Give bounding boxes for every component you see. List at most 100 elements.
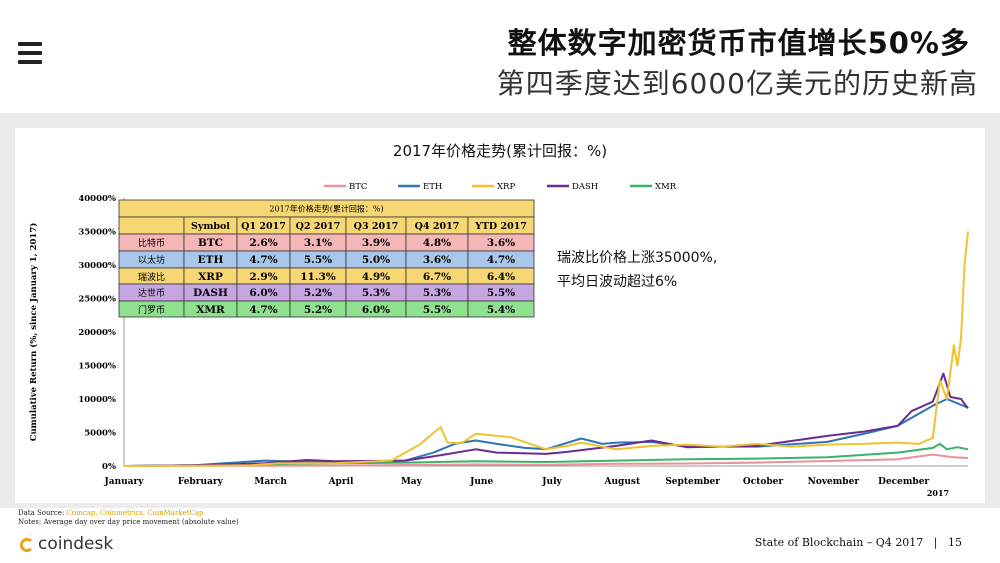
- series-line-btc: [123, 453, 969, 467]
- table-header-label: Q2 2017: [296, 221, 341, 232]
- table-cell-value: 11.3%: [300, 271, 336, 283]
- series-line-dash: [123, 372, 969, 467]
- series-line-xmr: [123, 442, 969, 467]
- table-cell: [467, 300, 535, 318]
- table-cell-value: 4.8%: [423, 237, 451, 249]
- table-cell-value: 4.7%: [487, 254, 515, 266]
- brand-name: coindesk: [38, 534, 114, 554]
- table-cell-value: 3.9%: [362, 237, 390, 249]
- table-row-name: 达世币: [138, 287, 165, 299]
- y-tick-label: 35000%: [78, 228, 116, 238]
- x-tick-label: July: [541, 477, 562, 487]
- x-tick-label: September: [665, 477, 720, 487]
- x-axis: January February March April May June July Augu…: [104, 465, 968, 498]
- table-cell-value: 5.0%: [362, 254, 390, 266]
- table-header-label: Q3 2017: [354, 221, 399, 232]
- coindesk-icon: [20, 538, 34, 552]
- chart-series: [123, 231, 969, 467]
- table-cell-value: 5.5%: [304, 254, 332, 266]
- legend-label-dash: DASH: [572, 182, 598, 192]
- table-cell-value: 2.9%: [249, 271, 277, 283]
- table-cell-value: 4.7%: [249, 304, 277, 316]
- table-cell-value: 3.6%: [423, 254, 451, 266]
- x-axis-year: 2017: [927, 488, 949, 498]
- series-line-xrp: [123, 231, 969, 467]
- table-header-cell: [118, 216, 185, 235]
- table-header-label: YTD 2017: [474, 221, 527, 232]
- table-cell-value: 5.5%: [423, 304, 451, 316]
- page-subtitle: 第四季度达到6000亿美元的历史新高: [496, 67, 978, 100]
- table-cell-value: 4.7%: [249, 254, 277, 266]
- table-cell-value: 5.3%: [423, 287, 451, 299]
- table-row-symbol: XMR: [196, 304, 225, 316]
- annotation-line1: 瑞波比价格上涨35000%,: [557, 250, 717, 266]
- table-title: 2017年价格走势(累计回报：%): [269, 204, 383, 214]
- table-row-name: 比特币: [138, 237, 165, 249]
- table-cell-value: 6.0%: [362, 304, 390, 316]
- x-tick-label: August: [604, 477, 641, 487]
- y-tick-label: 5000%: [84, 429, 116, 439]
- annotation-line2: 平均日波动超过6%: [557, 274, 677, 290]
- menu-icon[interactable]: [18, 42, 42, 69]
- table-row-name: 门罗币: [138, 304, 165, 316]
- x-tick-label: May: [401, 477, 423, 487]
- table-row-symbol: BTC: [198, 237, 223, 249]
- x-tick-label: October: [743, 477, 783, 487]
- y-tick-label: 15000%: [78, 362, 116, 372]
- table-cell-value: 6.0%: [249, 287, 277, 299]
- page-number: 15: [948, 536, 962, 549]
- table-cell-value: 5.3%: [362, 287, 390, 299]
- y-tick-label: 0%: [102, 462, 116, 472]
- table-cell-value: 5.2%: [304, 287, 332, 299]
- x-tick-label: January: [104, 477, 145, 487]
- header-bar: 整体数字加密货币市值增长50%多 第四季度达到6000亿美元的历史新高: [0, 0, 1000, 113]
- table-row-name: 瑞波比: [138, 271, 165, 283]
- table-row-name: 以太坊: [138, 254, 165, 266]
- table-cell-value: 2.6%: [249, 237, 277, 249]
- y-tick-label: 40000%: [78, 194, 116, 204]
- data-source-links[interactable]: Coincap, Coinmetrics, CoinMarketCap: [66, 509, 204, 517]
- table-cell-value: 6.4%: [487, 271, 515, 283]
- footer: [0, 508, 1000, 563]
- x-tick-label: December: [878, 477, 929, 487]
- x-tick-label: March: [254, 477, 287, 487]
- x-tick-label: November: [808, 477, 860, 487]
- legend-label-xrp: XRP: [497, 182, 515, 192]
- y-tick-label: 20000%: [78, 328, 116, 338]
- chart-legend: BTC ETH XRP DASH XMR: [324, 182, 677, 192]
- table-cell-value: 5.5%: [487, 287, 515, 299]
- data-source: Data Source: Coincap, Coinmetrics, CoinM…: [18, 509, 204, 517]
- table-cell-value: 5.2%: [304, 304, 332, 316]
- chart-title: 2017年价格走势(累计回报：%): [393, 142, 607, 160]
- table-header-label: Q4 2017: [415, 221, 460, 232]
- legend-label-xmr: XMR: [655, 182, 677, 192]
- y-axis: 0% 5000% 10000% 15000% 20000% 25000% 30000% 350…: [78, 194, 125, 472]
- legend-label-eth: ETH: [423, 182, 442, 192]
- y-tick-label: 25000%: [78, 295, 116, 305]
- table-row-symbol: DASH: [193, 287, 228, 299]
- report-name: State of Blockchain – Q4 2017: [754, 536, 924, 549]
- table-row-symbol: ETH: [198, 254, 224, 266]
- table-header-label: Symbol: [191, 221, 230, 232]
- x-tick-label: April: [328, 477, 354, 487]
- legend-label-btc: BTC: [349, 182, 367, 192]
- table-cell-value: 3.6%: [487, 237, 515, 249]
- page-title: 整体数字加密货币市值增长50%多: [507, 26, 970, 60]
- table-cell-value: 5.4%: [487, 304, 515, 316]
- x-tick-label: June: [469, 477, 493, 487]
- x-tick-label: February: [178, 477, 224, 487]
- table-cell-value: 4.9%: [362, 271, 390, 283]
- footer-right: State of Blockchain – Q4 2017 | 15: [754, 536, 962, 549]
- y-axis-label: Cumulative Return (%, since January 1, 2…: [28, 223, 39, 442]
- table-header-label: Q1 2017: [241, 221, 286, 232]
- data-source-label: Data Source:: [18, 509, 67, 517]
- coindesk-logo: coindesk: [20, 534, 113, 554]
- table-row-symbol: XRP: [198, 271, 223, 283]
- y-tick-label: 30000%: [78, 261, 116, 271]
- footnote: Notes: Average day over day price moveme…: [18, 518, 239, 526]
- y-tick-label: 10000%: [78, 395, 116, 405]
- volatility-table: 2017年价格走势(累计回报：%) Symbol Q1 2017 Q2 2017 Q3 …: [118, 199, 535, 318]
- table-cell-value: 3.1%: [304, 237, 332, 249]
- table-cell-value: 6.7%: [423, 271, 451, 283]
